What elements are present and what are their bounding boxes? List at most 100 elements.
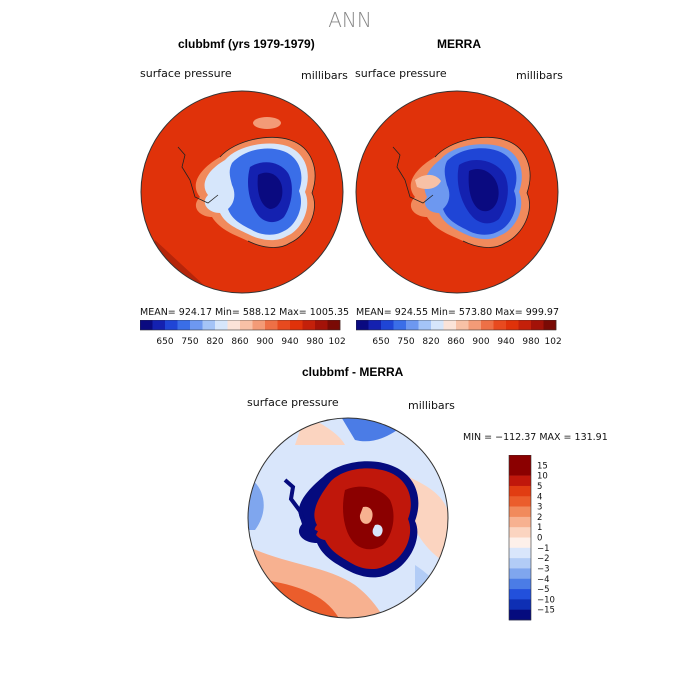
- panel-1-colorbar-frame: [140, 320, 341, 331]
- panel-3-colorbar-label: −2: [537, 554, 550, 564]
- panel-1-colorbar-swatch: [290, 320, 303, 330]
- panel-1-map-border: [140, 90, 344, 294]
- panel-1-title: clubbmf (yrs 1979-1979): [178, 37, 315, 51]
- panel-3-colorbar-swatch: [509, 485, 531, 497]
- panel-2-colorbar-swatch: [368, 320, 382, 330]
- panel-2-colorbar-label: 900: [472, 337, 489, 347]
- panel-2-colorbar-swatch: [506, 320, 519, 330]
- panel-1-colorbar-label: 900: [256, 337, 273, 347]
- panel-3-colorbar-swatch: [509, 609, 531, 621]
- panel-3-colorbar-label: 10: [537, 472, 548, 482]
- panel-3-title: clubbmf - MERRA: [302, 365, 404, 379]
- panel-1-peninsula-coast: [177, 146, 219, 204]
- panel-3-colorbar-label: −3: [537, 564, 550, 574]
- panel-2-peninsula-shelf: [415, 174, 441, 189]
- panel-3-colorbar-swatch: [509, 475, 531, 487]
- panel-3-colorbar-label: 3: [537, 503, 542, 513]
- panel-2-units: millibars: [516, 69, 563, 82]
- panel-1-colorbar-swatch: [190, 320, 203, 330]
- panel-2-variable: surface pressure: [355, 67, 447, 80]
- panel-2-colorbar-swatch: [543, 320, 557, 330]
- panel-1-colorbar-swatch: [265, 320, 278, 330]
- panel-1-colorbar-swatch: [252, 320, 266, 330]
- panel-2-colorbar-label: 980: [522, 337, 539, 347]
- panel-2-colorbar-frame: [356, 320, 557, 331]
- panel-2-colorbar-swatch: [393, 320, 407, 330]
- panel-3-peninsula: [283, 478, 318, 535]
- panel-1-colorbar-swatch: [152, 320, 166, 330]
- panel-1-units: millibars: [301, 69, 348, 82]
- panel-3-colorbar-swatch: [509, 506, 531, 518]
- panel-3-colorbar-label: −5: [537, 585, 550, 595]
- panel-1-colorbar-label: 650: [156, 337, 173, 347]
- panel-1-colorbar-swatch: [140, 320, 153, 330]
- panel-2-colorbar-swatch: [518, 320, 532, 330]
- panel-1-colorbar-swatch: [277, 320, 291, 330]
- panel-1-colorbar-swatch: [165, 320, 178, 330]
- panel-2-colorbar-label: 940: [497, 337, 514, 347]
- panel-1-colorbar-swatch: [327, 320, 341, 330]
- panel-2-colorbar-swatch: [443, 320, 457, 330]
- panel-2-colorbar-swatch: [431, 320, 444, 330]
- panel-1-variable: surface pressure: [140, 67, 232, 80]
- panel-2-colorbar: 650 750 820 860 900 940 980 1020: [356, 320, 561, 347]
- panel-3-colorbar-swatch: [509, 527, 531, 538]
- panel-1-colorbar-label: 1020: [329, 337, 345, 347]
- panel-2-map-border: [355, 90, 559, 294]
- panel-3-colorbar-label: −1: [537, 544, 550, 554]
- panel-1-colorbar-swatch: [315, 320, 328, 330]
- panel-3-colorbar-swatch: [509, 558, 531, 569]
- panel-1-coastline: [219, 136, 316, 248]
- panel-2-title: MERRA: [437, 37, 481, 51]
- panel-2-colorbar-swatch: [481, 320, 494, 330]
- panel-3-colorbar-label: 1: [537, 523, 542, 533]
- panel-2-colorbar-label: 650: [372, 337, 389, 347]
- panel-2-stats: MEAN= 924.55 Min= 573.80 Max= 999.97: [356, 307, 560, 318]
- panel-2-colorbar-swatch: [381, 320, 394, 330]
- panel-3-colorbar-swatch: [509, 455, 531, 466]
- panel-3-colorbar-label: −10: [537, 595, 555, 605]
- panel-1-colorbar-swatch: [240, 320, 253, 330]
- panel-2-colorbar-label: 1020: [545, 337, 561, 347]
- panel-3-colorbar-swatch: [509, 578, 531, 590]
- panel-1-colorbar-label: 860: [231, 337, 248, 347]
- panel-2-colorbar-swatch: [356, 320, 369, 330]
- panel-1-colorbar-swatch: [215, 320, 228, 330]
- panel-3-colorbar-label: −4: [537, 575, 550, 585]
- panel-1-colorbar: 650 750 820 860 900 940 980 1020: [140, 320, 345, 347]
- panel-1-colorbar-swatch: [227, 320, 241, 330]
- panel-2-colorbar-swatch: [406, 320, 419, 330]
- panel-2-peninsula-coast: [392, 146, 434, 204]
- panel-2-plateau-core: [468, 168, 499, 212]
- panel-3-colorbar-label: 0: [537, 534, 542, 544]
- panel-3-colorbar-swatch: [509, 496, 531, 507]
- panel-3-colorbar-label: −15: [537, 606, 555, 616]
- panel-3-colorbar-swatch: [509, 589, 531, 600]
- panel-3-variable: surface pressure: [247, 396, 339, 409]
- panel-1-plateau-core: [257, 172, 283, 209]
- panel-2-colorbar-swatch: [418, 320, 432, 330]
- panel-1-stats: MEAN= 924.17 Min= 588.12 Max= 1005.35: [140, 307, 350, 318]
- panel-3-colorbar-swatch: [509, 547, 531, 559]
- panel-1-colorbar-label: 750: [181, 337, 198, 347]
- panel-3-colorbar-frame: [508, 455, 532, 621]
- panel-3-colorbar-label: 5: [537, 482, 542, 492]
- panel-3-stats: MIN = −112.37 MAX = 131.91: [463, 432, 608, 443]
- panel-2-coastline: [434, 136, 531, 248]
- panel-2-colorbar-label: 750: [397, 337, 414, 347]
- panel-2-colorbar-label: 860: [447, 337, 464, 347]
- panel-2-colorbar-label: 820: [422, 337, 439, 347]
- panel-1-colorbar-label: 980: [306, 337, 323, 347]
- panel-1-map: [140, 90, 344, 294]
- panel-3-colorbar-label: 15: [537, 461, 548, 471]
- panel-2-colorbar-swatch: [456, 320, 469, 330]
- figure-title: ANN: [328, 8, 372, 32]
- panel-3-colorbar-label: 4: [537, 492, 542, 502]
- panel-2-map: [355, 90, 559, 294]
- panel-3-map: [247, 417, 449, 619]
- panel-1-colorbar-swatch: [302, 320, 316, 330]
- panel-1-colorbar-label: 940: [281, 337, 298, 347]
- panel-3-colorbar-swatch: [509, 599, 531, 610]
- panel-3-plateau-patch: [359, 506, 373, 524]
